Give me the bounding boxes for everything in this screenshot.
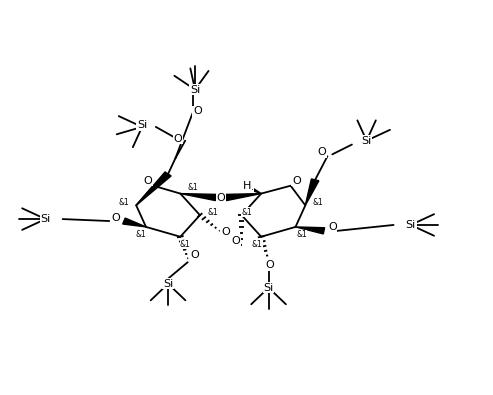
Polygon shape <box>305 179 319 205</box>
Text: O: O <box>193 106 202 116</box>
Polygon shape <box>225 194 261 201</box>
Text: &1: &1 <box>208 207 218 216</box>
Text: O: O <box>174 134 182 144</box>
Text: O: O <box>191 250 199 260</box>
Text: &1: &1 <box>241 207 252 216</box>
Text: Si: Si <box>361 135 372 146</box>
Text: Si: Si <box>163 279 173 289</box>
Text: Si: Si <box>40 214 51 224</box>
Text: Si: Si <box>263 283 274 293</box>
Text: Si: Si <box>190 85 200 95</box>
Text: O: O <box>265 260 274 270</box>
Polygon shape <box>295 227 324 234</box>
Text: &1: &1 <box>296 230 307 239</box>
Text: &1: &1 <box>312 198 323 207</box>
Text: &1: &1 <box>244 183 254 192</box>
Text: O: O <box>111 213 120 223</box>
Text: O: O <box>231 237 240 246</box>
Polygon shape <box>136 172 171 205</box>
Text: O: O <box>143 176 152 186</box>
Text: O: O <box>292 176 301 186</box>
Text: O: O <box>317 147 326 157</box>
Text: O: O <box>221 227 230 237</box>
Polygon shape <box>123 218 146 227</box>
Text: &1: &1 <box>180 240 191 249</box>
Text: O: O <box>216 192 225 203</box>
Polygon shape <box>180 194 216 201</box>
Text: &1: &1 <box>252 240 263 249</box>
Text: &1: &1 <box>187 183 198 192</box>
Text: H: H <box>243 181 251 191</box>
Text: Si: Si <box>406 220 416 230</box>
Text: &1: &1 <box>136 230 146 239</box>
Text: &1: &1 <box>119 198 129 207</box>
Text: Si: Si <box>137 120 147 130</box>
Polygon shape <box>245 185 261 194</box>
Text: O: O <box>328 222 337 232</box>
